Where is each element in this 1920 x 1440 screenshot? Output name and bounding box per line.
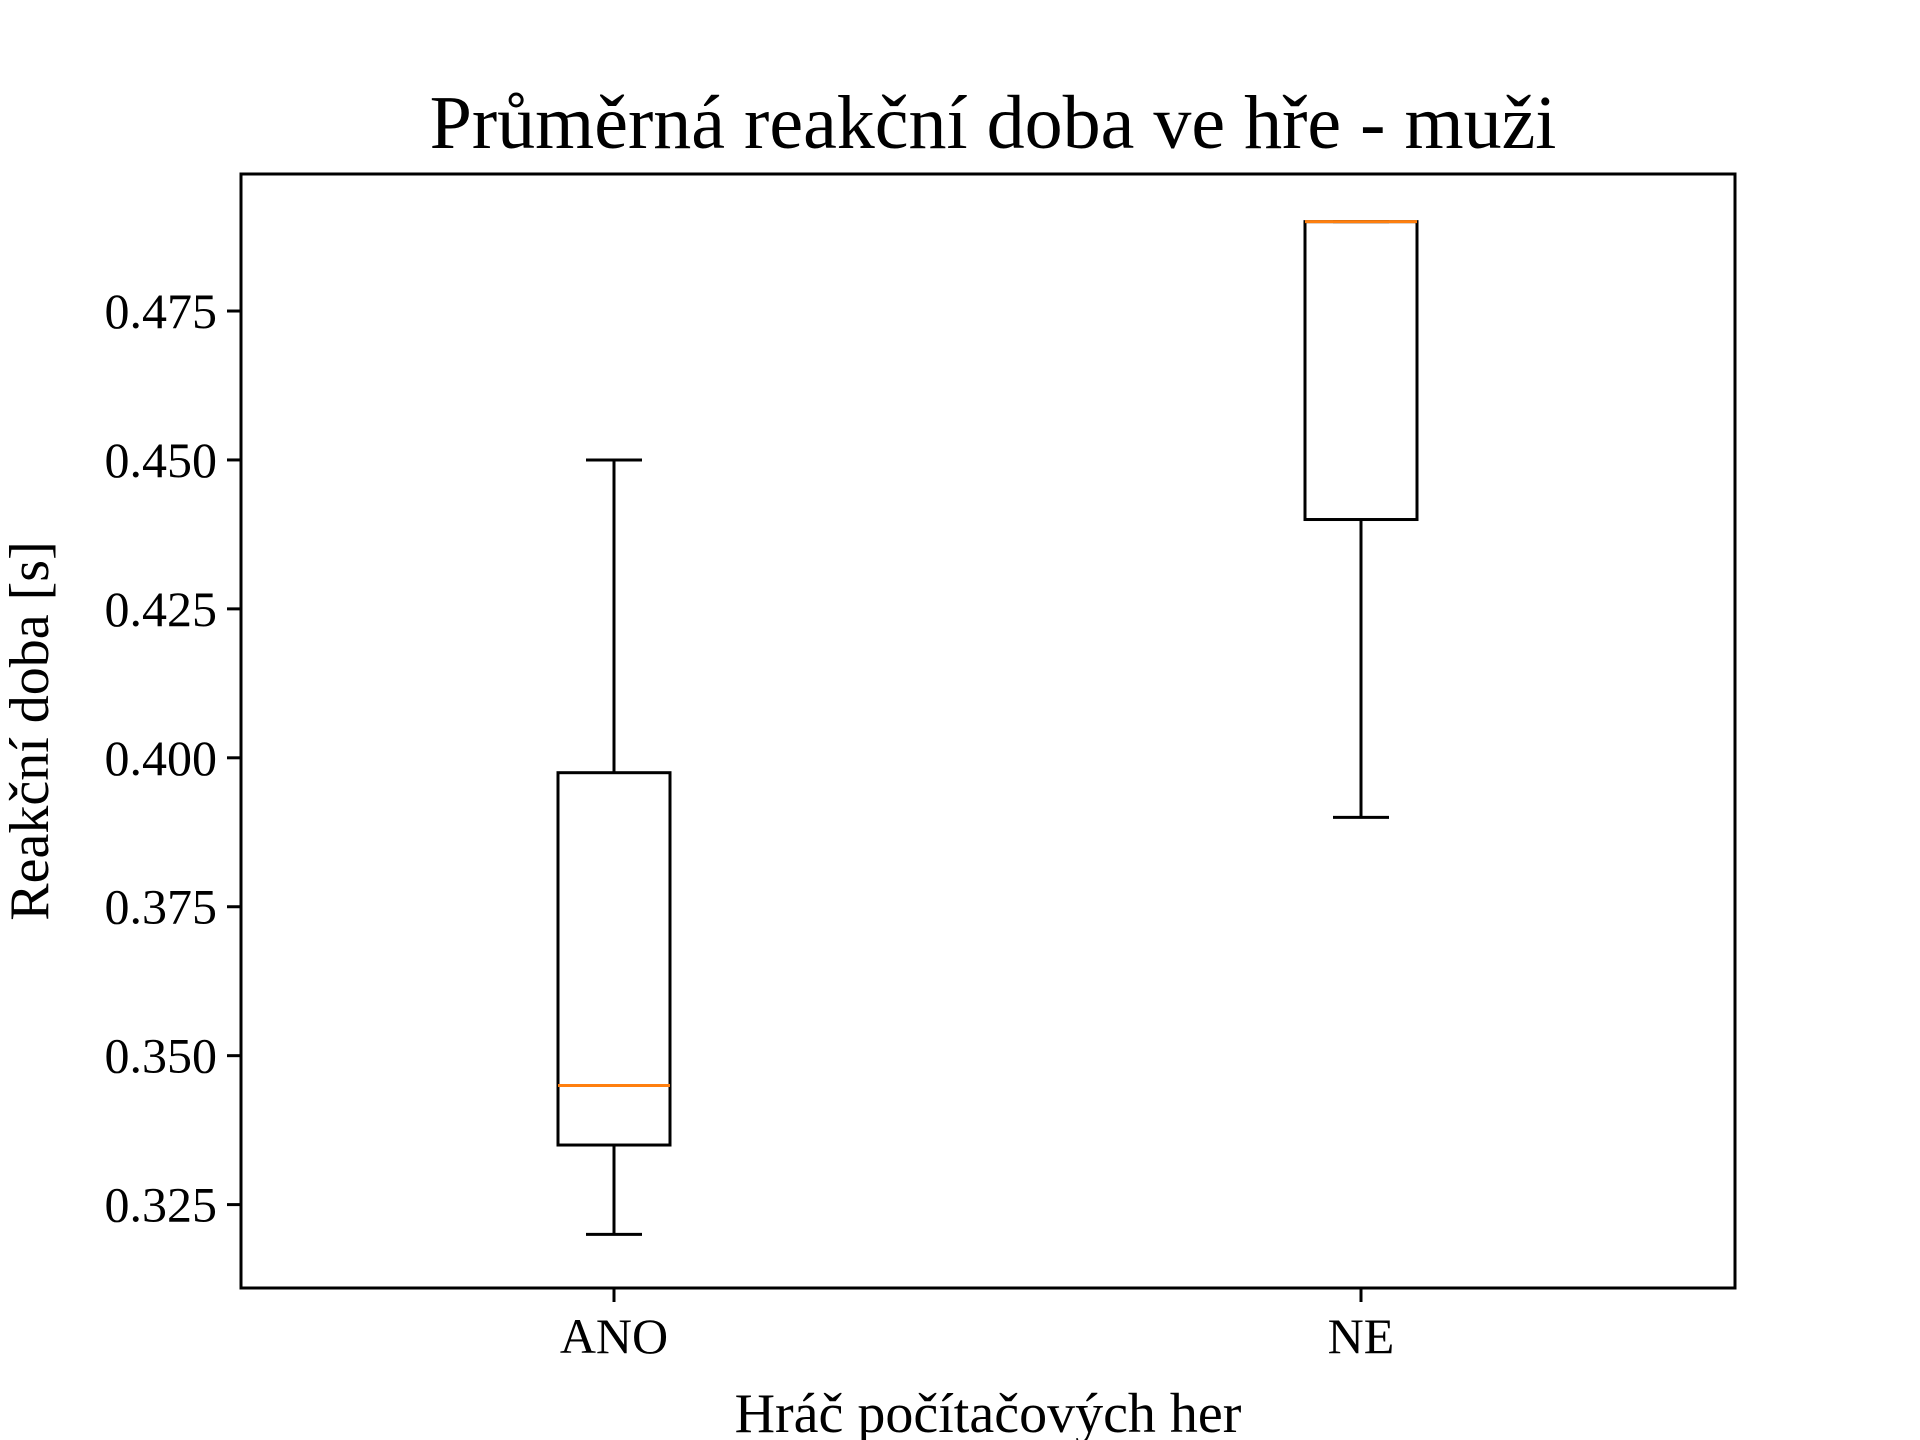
y-tick-label: 0.325: [105, 1177, 218, 1233]
chart-title: Průměrná reakční doba ve hře - muži: [430, 81, 1557, 165]
x-tick-label: NE: [1328, 1308, 1395, 1364]
y-tick-label: 0.450: [105, 432, 218, 488]
x-axis: ANO NE: [560, 1288, 1394, 1364]
y-axis-label: Reakční doba [s]: [0, 541, 61, 920]
y-tick-label: 0.425: [105, 581, 218, 637]
y-axis: 0.325 0.350 0.375 0.400 0.425 0.450 0.475: [105, 283, 241, 1233]
y-tick-label: 0.475: [105, 283, 218, 339]
x-axis-label: Hráč počítačových her: [735, 1383, 1242, 1440]
boxes-layer: [556, 220, 1419, 1236]
box-body: [556, 771, 672, 1147]
y-tick-label: 0.375: [105, 879, 218, 935]
plot-frame: [239, 172, 1737, 1290]
box-ano: [556, 458, 672, 1236]
y-tick-label: 0.400: [105, 730, 218, 786]
box-ne: [1303, 220, 1419, 819]
x-tick-label: ANO: [560, 1308, 668, 1364]
y-tick-label: 0.350: [105, 1028, 218, 1084]
box-body: [1303, 220, 1419, 522]
